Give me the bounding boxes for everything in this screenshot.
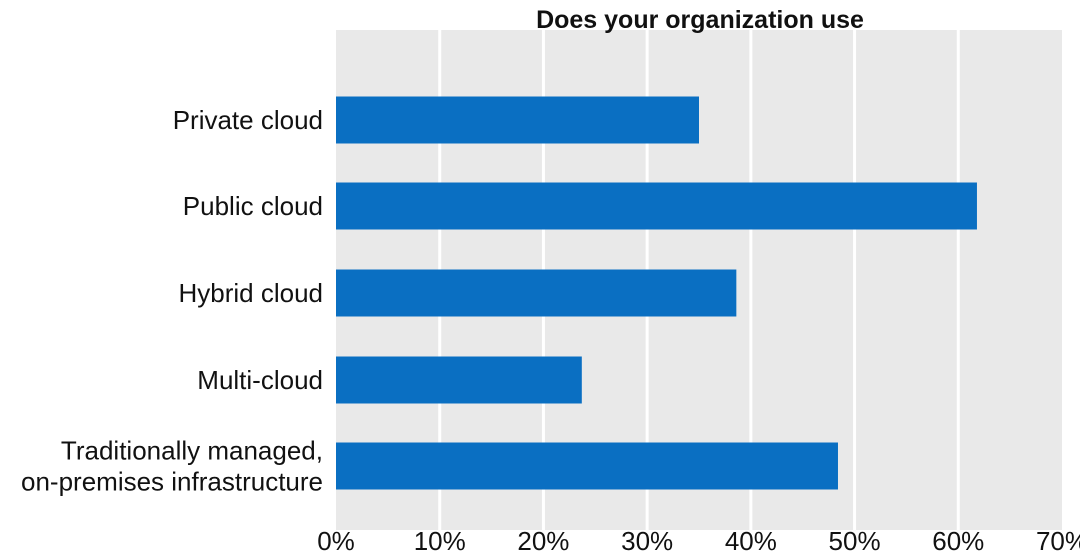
category-label: Private cloud: [173, 105, 323, 135]
bar-traditionally-managed-on-premises-infrastructure: [336, 442, 838, 490]
category-label: Public cloud: [183, 191, 323, 221]
category-label: on-premises infrastructure: [21, 467, 323, 497]
x-tick-label: 20%: [517, 526, 569, 556]
x-tick-label: 40%: [725, 526, 777, 556]
x-tick-label: 50%: [829, 526, 881, 556]
chart-title: Does your organization use: [536, 6, 864, 34]
x-tick-label: 70%: [1036, 526, 1080, 556]
bar-multi-cloud: [336, 356, 582, 404]
x-tick-label: 30%: [621, 526, 673, 556]
bar-hybrid-cloud: [336, 269, 737, 317]
category-label: Traditionally managed,: [61, 436, 323, 466]
x-tick-label: 10%: [414, 526, 466, 556]
bar-private-cloud: [336, 96, 699, 144]
category-label: Multi-cloud: [197, 365, 323, 395]
bar-public-cloud: [336, 182, 977, 230]
x-tick-label: 0%: [317, 526, 355, 556]
x-tick-label: 60%: [932, 526, 984, 556]
category-label: Hybrid cloud: [178, 278, 323, 308]
